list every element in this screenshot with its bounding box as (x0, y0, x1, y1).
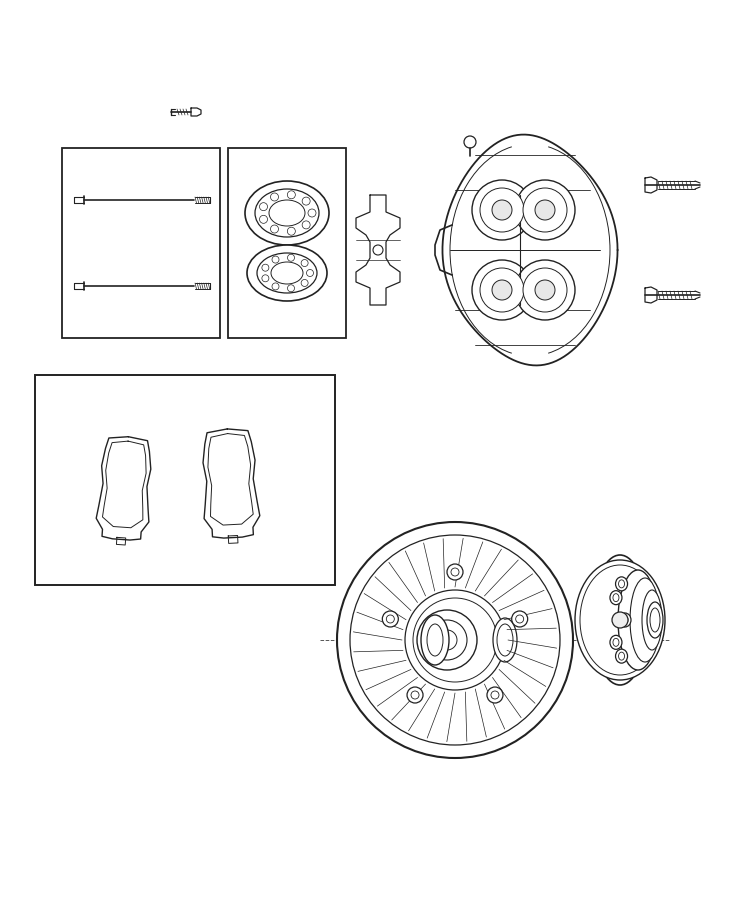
Ellipse shape (616, 649, 628, 663)
Bar (62, 148, 220, 338)
Bar (35, 375, 335, 585)
Ellipse shape (618, 570, 658, 670)
Circle shape (307, 269, 313, 276)
Ellipse shape (613, 638, 619, 646)
Ellipse shape (622, 616, 628, 624)
Polygon shape (96, 436, 151, 540)
Polygon shape (203, 429, 260, 538)
Circle shape (480, 268, 524, 312)
Circle shape (288, 254, 294, 261)
Ellipse shape (427, 624, 443, 656)
Ellipse shape (647, 602, 663, 638)
Circle shape (301, 259, 308, 266)
Ellipse shape (642, 590, 662, 650)
Ellipse shape (497, 624, 513, 656)
Ellipse shape (598, 562, 642, 678)
Circle shape (491, 691, 499, 699)
Ellipse shape (255, 189, 319, 237)
Circle shape (270, 193, 279, 201)
Ellipse shape (619, 652, 625, 660)
Ellipse shape (616, 577, 628, 591)
Circle shape (487, 687, 503, 703)
Ellipse shape (610, 590, 622, 605)
Ellipse shape (269, 200, 305, 226)
Circle shape (515, 180, 575, 240)
Circle shape (386, 615, 394, 623)
Ellipse shape (592, 555, 648, 685)
Circle shape (405, 590, 505, 690)
Circle shape (535, 280, 555, 300)
Circle shape (272, 283, 279, 290)
Circle shape (464, 136, 476, 148)
Circle shape (407, 687, 423, 703)
Circle shape (512, 611, 528, 627)
Circle shape (480, 188, 524, 232)
Circle shape (288, 227, 296, 235)
Polygon shape (645, 177, 657, 193)
Circle shape (413, 598, 497, 682)
Circle shape (523, 188, 567, 232)
Circle shape (447, 564, 463, 580)
Ellipse shape (605, 572, 635, 668)
Ellipse shape (421, 615, 449, 665)
Ellipse shape (493, 618, 517, 662)
Circle shape (516, 615, 524, 623)
Polygon shape (191, 108, 201, 116)
Ellipse shape (427, 620, 467, 660)
Circle shape (472, 260, 532, 320)
Circle shape (288, 284, 294, 292)
Circle shape (523, 268, 567, 312)
Polygon shape (442, 135, 617, 365)
Circle shape (451, 568, 459, 576)
Ellipse shape (610, 635, 622, 649)
Circle shape (288, 191, 296, 199)
Ellipse shape (619, 613, 631, 627)
Circle shape (437, 630, 457, 650)
Circle shape (262, 265, 269, 271)
Bar (228, 148, 346, 338)
Circle shape (382, 611, 399, 627)
Circle shape (272, 256, 279, 263)
Polygon shape (356, 195, 400, 305)
Circle shape (472, 180, 532, 240)
Circle shape (308, 209, 316, 217)
Circle shape (270, 225, 279, 233)
Circle shape (262, 274, 269, 282)
Circle shape (259, 202, 268, 211)
Circle shape (535, 200, 555, 220)
Circle shape (515, 260, 575, 320)
Circle shape (259, 215, 268, 223)
Circle shape (411, 691, 419, 699)
Circle shape (337, 522, 573, 758)
Ellipse shape (575, 560, 665, 680)
Ellipse shape (271, 262, 303, 284)
Circle shape (492, 200, 512, 220)
Circle shape (301, 280, 308, 286)
Circle shape (350, 535, 560, 745)
Polygon shape (645, 287, 657, 303)
Ellipse shape (619, 580, 625, 588)
Circle shape (302, 197, 310, 205)
Ellipse shape (630, 578, 660, 662)
Ellipse shape (613, 594, 619, 602)
Ellipse shape (245, 181, 329, 245)
Ellipse shape (257, 253, 317, 293)
Ellipse shape (247, 245, 327, 301)
Circle shape (492, 280, 512, 300)
Ellipse shape (650, 608, 660, 632)
Ellipse shape (417, 610, 477, 670)
Circle shape (373, 245, 383, 255)
Circle shape (302, 220, 310, 229)
Ellipse shape (580, 565, 660, 675)
Circle shape (612, 612, 628, 628)
